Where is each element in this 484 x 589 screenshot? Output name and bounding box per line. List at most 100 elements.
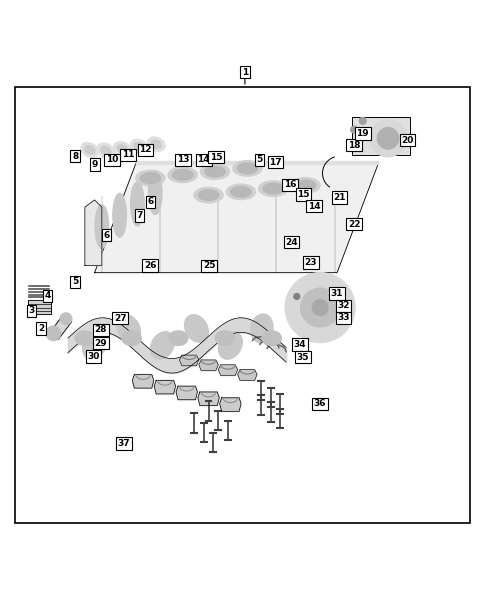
Ellipse shape xyxy=(121,331,141,345)
Text: 11: 11 xyxy=(121,150,134,159)
Text: 1: 1 xyxy=(242,68,247,77)
Text: 21: 21 xyxy=(333,193,345,202)
Text: 27: 27 xyxy=(114,314,126,323)
Text: 8: 8 xyxy=(72,152,78,161)
Ellipse shape xyxy=(262,183,283,194)
Ellipse shape xyxy=(295,180,315,191)
Circle shape xyxy=(350,126,357,133)
Text: 18: 18 xyxy=(347,141,360,150)
Ellipse shape xyxy=(261,331,281,345)
Ellipse shape xyxy=(215,331,234,345)
Polygon shape xyxy=(218,365,237,376)
Circle shape xyxy=(377,128,398,149)
Text: 33: 33 xyxy=(336,313,349,322)
Text: 32: 32 xyxy=(336,301,349,310)
Ellipse shape xyxy=(97,143,114,158)
Polygon shape xyxy=(28,300,51,314)
Text: 6: 6 xyxy=(104,231,109,240)
Ellipse shape xyxy=(147,137,165,151)
Text: 13: 13 xyxy=(176,155,189,164)
Ellipse shape xyxy=(117,145,127,153)
Text: 3: 3 xyxy=(29,306,34,316)
Circle shape xyxy=(285,273,354,343)
Ellipse shape xyxy=(130,140,148,154)
Circle shape xyxy=(312,300,327,315)
Text: 14: 14 xyxy=(307,201,320,211)
Polygon shape xyxy=(179,355,198,366)
Text: 19: 19 xyxy=(356,129,368,138)
Ellipse shape xyxy=(140,173,160,183)
Text: 30: 30 xyxy=(87,352,100,361)
Text: 14: 14 xyxy=(197,155,210,164)
Ellipse shape xyxy=(204,166,225,177)
Ellipse shape xyxy=(250,314,272,343)
Polygon shape xyxy=(237,370,257,380)
Ellipse shape xyxy=(237,163,257,174)
Ellipse shape xyxy=(230,187,251,197)
Text: 10: 10 xyxy=(106,155,118,164)
Polygon shape xyxy=(154,380,175,394)
Ellipse shape xyxy=(148,171,162,214)
Ellipse shape xyxy=(113,142,131,156)
Text: 16: 16 xyxy=(283,180,296,190)
Text: 31: 31 xyxy=(330,289,343,298)
Text: 5: 5 xyxy=(72,277,78,286)
Ellipse shape xyxy=(75,331,94,345)
Ellipse shape xyxy=(150,332,174,359)
Ellipse shape xyxy=(101,146,110,155)
Ellipse shape xyxy=(136,170,165,186)
Text: 15: 15 xyxy=(209,153,222,162)
Ellipse shape xyxy=(81,143,98,157)
FancyBboxPatch shape xyxy=(351,117,409,155)
Text: 26: 26 xyxy=(144,261,156,270)
Text: 25: 25 xyxy=(202,262,215,270)
Text: 2: 2 xyxy=(38,324,44,333)
Polygon shape xyxy=(85,200,102,266)
Text: 29: 29 xyxy=(94,339,107,348)
Polygon shape xyxy=(132,375,153,388)
Ellipse shape xyxy=(95,205,108,249)
Ellipse shape xyxy=(200,164,229,180)
Polygon shape xyxy=(219,398,241,411)
Polygon shape xyxy=(48,316,72,340)
Ellipse shape xyxy=(290,178,319,193)
Text: 28: 28 xyxy=(94,325,107,335)
Circle shape xyxy=(60,313,72,325)
Text: 12: 12 xyxy=(139,145,151,154)
Text: 9: 9 xyxy=(91,160,98,169)
Text: 4: 4 xyxy=(44,292,51,300)
Polygon shape xyxy=(94,164,378,273)
Text: 7: 7 xyxy=(136,211,143,220)
Text: 20: 20 xyxy=(400,136,413,145)
Circle shape xyxy=(293,293,299,299)
Circle shape xyxy=(46,326,60,340)
Circle shape xyxy=(300,288,339,327)
Text: 37: 37 xyxy=(117,439,130,448)
Polygon shape xyxy=(197,392,219,406)
Ellipse shape xyxy=(218,332,242,359)
Ellipse shape xyxy=(116,315,140,342)
Ellipse shape xyxy=(151,140,161,148)
Ellipse shape xyxy=(168,331,188,345)
Ellipse shape xyxy=(172,170,193,180)
Ellipse shape xyxy=(168,167,197,183)
Text: 24: 24 xyxy=(285,237,297,247)
Ellipse shape xyxy=(258,181,287,196)
Circle shape xyxy=(359,117,365,124)
Text: 15: 15 xyxy=(297,190,309,199)
Ellipse shape xyxy=(194,187,223,203)
Ellipse shape xyxy=(113,193,126,237)
Ellipse shape xyxy=(232,161,261,176)
Text: 6: 6 xyxy=(147,197,153,206)
Text: 34: 34 xyxy=(293,340,305,349)
Polygon shape xyxy=(198,360,218,370)
Text: 35: 35 xyxy=(296,353,309,362)
Ellipse shape xyxy=(134,143,144,151)
Ellipse shape xyxy=(198,190,218,200)
Circle shape xyxy=(369,120,406,157)
Ellipse shape xyxy=(85,145,94,154)
Ellipse shape xyxy=(130,182,144,226)
Text: 17: 17 xyxy=(269,158,281,167)
Polygon shape xyxy=(176,386,197,400)
Text: 23: 23 xyxy=(304,258,317,267)
